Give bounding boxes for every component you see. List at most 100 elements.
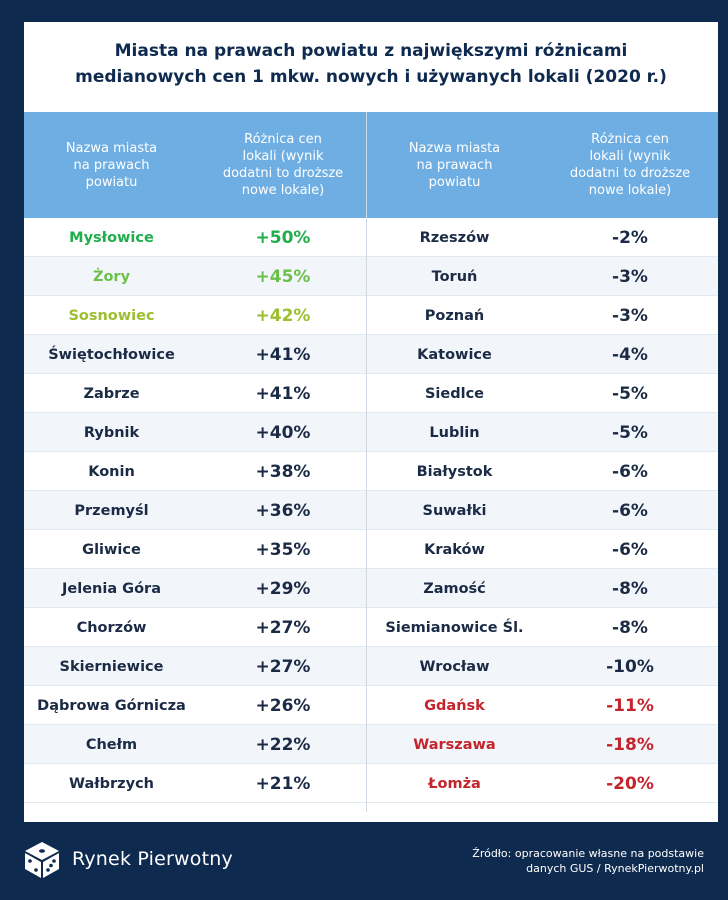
header-city-left: Nazwa miasta na prawach powiatu bbox=[24, 112, 199, 218]
header-city-line: na prawach bbox=[416, 157, 493, 173]
price-diff-value: -18% bbox=[606, 734, 654, 755]
price-diff-value: +42% bbox=[255, 305, 311, 326]
table-row: Przemyśl +36% Suwałki -6% bbox=[24, 491, 718, 530]
table-row: Mysłowice +50% Rzeszów -2% bbox=[24, 218, 718, 257]
header-city-line: Nazwa miasta bbox=[65, 140, 158, 156]
price-diff-value: -6% bbox=[612, 461, 648, 482]
table-row: Żory +45% Toruń -3% bbox=[24, 257, 718, 296]
table-card: Miasta na prawach powiatu z największymi… bbox=[24, 22, 718, 822]
dice-logo-icon bbox=[25, 842, 59, 878]
price-diff-value: -11% bbox=[606, 695, 654, 716]
city-name: Poznań bbox=[424, 307, 485, 324]
city-name: Chorzów bbox=[76, 619, 147, 636]
table-body: Mysłowice +50% Rzeszów -2% Żory +45% Toruń -3% S… bbox=[24, 218, 718, 803]
price-diff-value: -6% bbox=[612, 539, 648, 560]
price-diff-value: -4% bbox=[612, 344, 648, 365]
header-diff-line: lokali (wynik bbox=[589, 149, 671, 164]
price-diff-value: +26% bbox=[255, 695, 311, 716]
city-name: Gliwice bbox=[82, 541, 141, 558]
header-city-right: Nazwa miasta na prawach powiatu bbox=[367, 112, 542, 218]
price-diff-value: +50% bbox=[255, 227, 311, 248]
price-diff-value: +21% bbox=[255, 773, 311, 794]
city-name: Kraków bbox=[424, 541, 485, 558]
table-row: Zabrze +41% Siedlce -5% bbox=[24, 374, 718, 413]
source-note: Źródło: opracowanie własne na podstawie … bbox=[472, 846, 704, 876]
header-city-line: na prawach bbox=[73, 157, 150, 173]
city-name: Katowice bbox=[417, 346, 492, 363]
city-name: Jelenia Góra bbox=[62, 580, 161, 597]
price-diff-value: +29% bbox=[255, 578, 311, 599]
price-diff-value: +22% bbox=[255, 734, 311, 755]
price-diff-value: +27% bbox=[255, 617, 311, 638]
city-name: Gdańsk bbox=[424, 697, 485, 714]
city-name: Zabrze bbox=[83, 385, 140, 402]
city-name: Rybnik bbox=[83, 424, 140, 441]
city-name: Łomża bbox=[428, 775, 481, 792]
price-diff-value: -8% bbox=[612, 617, 648, 638]
source-line-1: Źródło: opracowanie własne na podstawie bbox=[472, 847, 704, 860]
price-diff-value: +41% bbox=[255, 344, 311, 365]
price-diff-value: -2% bbox=[612, 227, 648, 248]
chart-title: Miasta na prawach powiatu z największymi… bbox=[24, 22, 718, 112]
header-diff-line: dodatni to droższe bbox=[569, 166, 691, 181]
header-diff-line: Różnica cen bbox=[244, 132, 322, 147]
title-line-2: medianowych cen 1 mkw. nowych i używanyc… bbox=[75, 67, 667, 87]
table-row: Chełm +22% Warszawa -18% bbox=[24, 725, 718, 764]
source-line-2: danych GUS / RynekPierwotny.pl bbox=[526, 862, 704, 875]
header-diff-line: nowe lokale) bbox=[588, 183, 672, 198]
table-row: Świętochłowice +41% Katowice -4% bbox=[24, 335, 718, 374]
price-diff-value: -8% bbox=[612, 578, 648, 599]
header-diff-line: Różnica cen bbox=[591, 132, 669, 147]
table-row: Wałbrzych +21% Łomża -20% bbox=[24, 764, 718, 803]
header-diff-left: Różnica cen lokali (wynik dodatni to dro… bbox=[199, 112, 367, 218]
table-header: Nazwa miasta na prawach powiatu Różnica … bbox=[24, 112, 718, 218]
table-row: Chorzów +27% Siemianowice Śl. -8% bbox=[24, 608, 718, 647]
header-city-line: Nazwa miasta bbox=[408, 140, 501, 156]
table-row: Konin +38% Białystok -6% bbox=[24, 452, 718, 491]
price-diff-value: +38% bbox=[255, 461, 311, 482]
city-name: Zamość bbox=[423, 580, 486, 597]
footer: Rynek Pierwotny Źródło: opracowanie włas… bbox=[0, 822, 728, 900]
column-divider bbox=[366, 112, 367, 812]
header-diff-line: nowe lokale) bbox=[241, 183, 325, 198]
city-name: Rzeszów bbox=[419, 229, 490, 246]
city-name: Siedlce bbox=[424, 385, 485, 402]
city-name: Żory bbox=[92, 268, 131, 285]
city-name: Wrocław bbox=[419, 658, 490, 675]
city-name: Wałbrzych bbox=[69, 775, 154, 792]
price-diff-value: +36% bbox=[255, 500, 311, 521]
city-name: Lublin bbox=[429, 424, 480, 441]
header-city-line: powiatu bbox=[85, 174, 138, 190]
table-row: Rybnik +40% Lublin -5% bbox=[24, 413, 718, 452]
header-diff-line: dodatni to droższe bbox=[222, 166, 344, 181]
table-row: Dąbrowa Górnicza +26% Gdańsk -11% bbox=[24, 686, 718, 725]
table-row: Jelenia Góra +29% Zamość -8% bbox=[24, 569, 718, 608]
price-diff-value: -5% bbox=[612, 422, 648, 443]
city-name: Suwałki bbox=[422, 502, 487, 519]
header-diff-line: lokali (wynik bbox=[242, 149, 324, 164]
price-diff-value: -5% bbox=[612, 383, 648, 404]
price-diff-value: +27% bbox=[255, 656, 311, 677]
city-name: Świętochłowice bbox=[48, 346, 175, 363]
price-diff-value: +45% bbox=[255, 266, 311, 287]
city-name: Sosnowiec bbox=[68, 307, 155, 324]
brand-name: Rynek Pierwotny bbox=[72, 848, 233, 870]
city-name: Warszawa bbox=[413, 736, 496, 753]
price-diff-value: -3% bbox=[612, 305, 648, 326]
city-name: Mysłowice bbox=[69, 229, 154, 246]
price-diff-value: -20% bbox=[606, 773, 654, 794]
price-diff-value: -3% bbox=[612, 266, 648, 287]
city-name: Konin bbox=[88, 463, 135, 480]
price-diff-value: +40% bbox=[255, 422, 311, 443]
price-diff-value: +35% bbox=[255, 539, 311, 560]
city-name: Białystok bbox=[416, 463, 493, 480]
city-name: Chełm bbox=[85, 736, 138, 753]
header-diff-right: Różnica cen lokali (wynik dodatni to dro… bbox=[542, 112, 718, 218]
table-row: Gliwice +35% Kraków -6% bbox=[24, 530, 718, 569]
city-name: Skierniewice bbox=[59, 658, 164, 675]
price-diff-value: -6% bbox=[612, 500, 648, 521]
table-row: Skierniewice +27% Wrocław -10% bbox=[24, 647, 718, 686]
city-name: Siemianowice Śl. bbox=[385, 619, 524, 636]
price-diff-value: -10% bbox=[606, 656, 654, 677]
header-city-line: powiatu bbox=[428, 174, 481, 190]
